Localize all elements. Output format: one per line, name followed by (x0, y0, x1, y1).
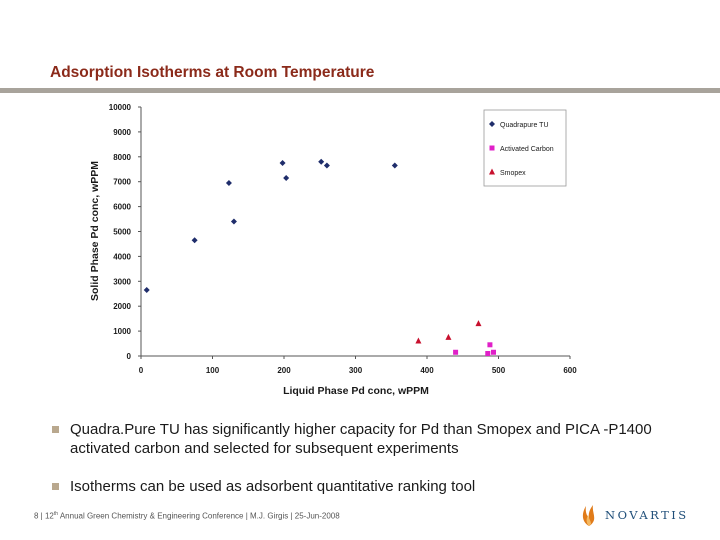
isotherm-chart: 0100020003000400050006000700080009000100… (89, 103, 577, 397)
legend-label: Activated Carbon (500, 146, 554, 153)
x-tick-label: 200 (277, 366, 291, 375)
data-point (283, 174, 290, 181)
data-point (485, 351, 491, 357)
bullet-list: Quadra.Pure TU has significantly higher … (52, 420, 712, 515)
y-tick-label: 10000 (109, 103, 132, 112)
data-point (323, 162, 330, 169)
data-point (391, 162, 398, 169)
bullet-item: Quadra.Pure TU has significantly higher … (52, 420, 712, 458)
plot-area: 0100020003000400050006000700080009000100… (109, 103, 577, 375)
legend-label: Quadrapure TU (500, 122, 549, 129)
bullet-marker (52, 426, 59, 433)
novartis-logo: NOVARTIS (578, 503, 689, 527)
y-tick-label: 3000 (113, 277, 131, 286)
x-tick-label: 600 (563, 366, 577, 375)
footer-text-rest: Annual Green Chemistry & Engineering Con… (58, 511, 340, 521)
page-number: 8 (34, 511, 39, 521)
data-point (143, 287, 150, 294)
legend-label: Smopex (500, 170, 526, 177)
y-tick-label: 6000 (113, 203, 131, 212)
x-tick-label: 400 (420, 366, 434, 375)
y-tick-label: 7000 (113, 178, 131, 187)
flame-logo-icon (582, 505, 595, 526)
data-point (415, 337, 422, 344)
slide-footer: 8 | 12th Annual Green Chemistry & Engine… (34, 511, 340, 521)
slide-title: Adsorption Isotherms at Room Temperature (50, 64, 375, 81)
data-point (230, 218, 237, 225)
data-point (225, 179, 232, 186)
title-divider (0, 88, 720, 93)
data-point (445, 333, 452, 340)
y-tick-label: 9000 (113, 128, 131, 137)
y-axis-label: Solid Phase Pd conc, wPPM (89, 161, 101, 301)
x-tick-label: 500 (492, 366, 506, 375)
x-tick-label: 0 (139, 366, 144, 375)
chart-legend: Quadrapure TU Activated Carbon Smopex (483, 109, 567, 187)
legend-marker (489, 121, 495, 127)
bullet-marker (52, 483, 59, 490)
x-tick-label: 100 (206, 366, 220, 375)
y-tick-label: 5000 (113, 228, 131, 237)
x-tick-label: 300 (349, 366, 363, 375)
legend-marker (489, 168, 495, 175)
y-tick-label: 4000 (113, 252, 131, 261)
bullet-text: Isotherms can be used as adsorbent quant… (70, 478, 476, 495)
bullet-item: Isotherms can be used as adsorbent quant… (52, 477, 712, 496)
legend-marker (489, 145, 495, 151)
data-point (487, 342, 493, 348)
y-tick-label: 8000 (113, 153, 131, 162)
x-axis-label: Liquid Phase Pd conc, wPPM (283, 385, 429, 397)
logo-text: NOVARTIS (605, 508, 689, 522)
data-point (490, 349, 496, 355)
data-point (475, 320, 482, 327)
legend-box (483, 109, 567, 187)
footer-text: | 12 (38, 511, 54, 521)
bullet-text: Quadra.Pure TU has significantly higher … (70, 421, 652, 457)
y-tick-label: 1000 (113, 327, 131, 336)
data-point (453, 349, 459, 355)
data-point (191, 237, 198, 244)
footer-superscript: th (53, 511, 59, 517)
data-point (279, 160, 286, 167)
y-tick-label: 0 (127, 352, 132, 361)
data-point (318, 158, 325, 165)
y-tick-label: 2000 (113, 302, 131, 311)
